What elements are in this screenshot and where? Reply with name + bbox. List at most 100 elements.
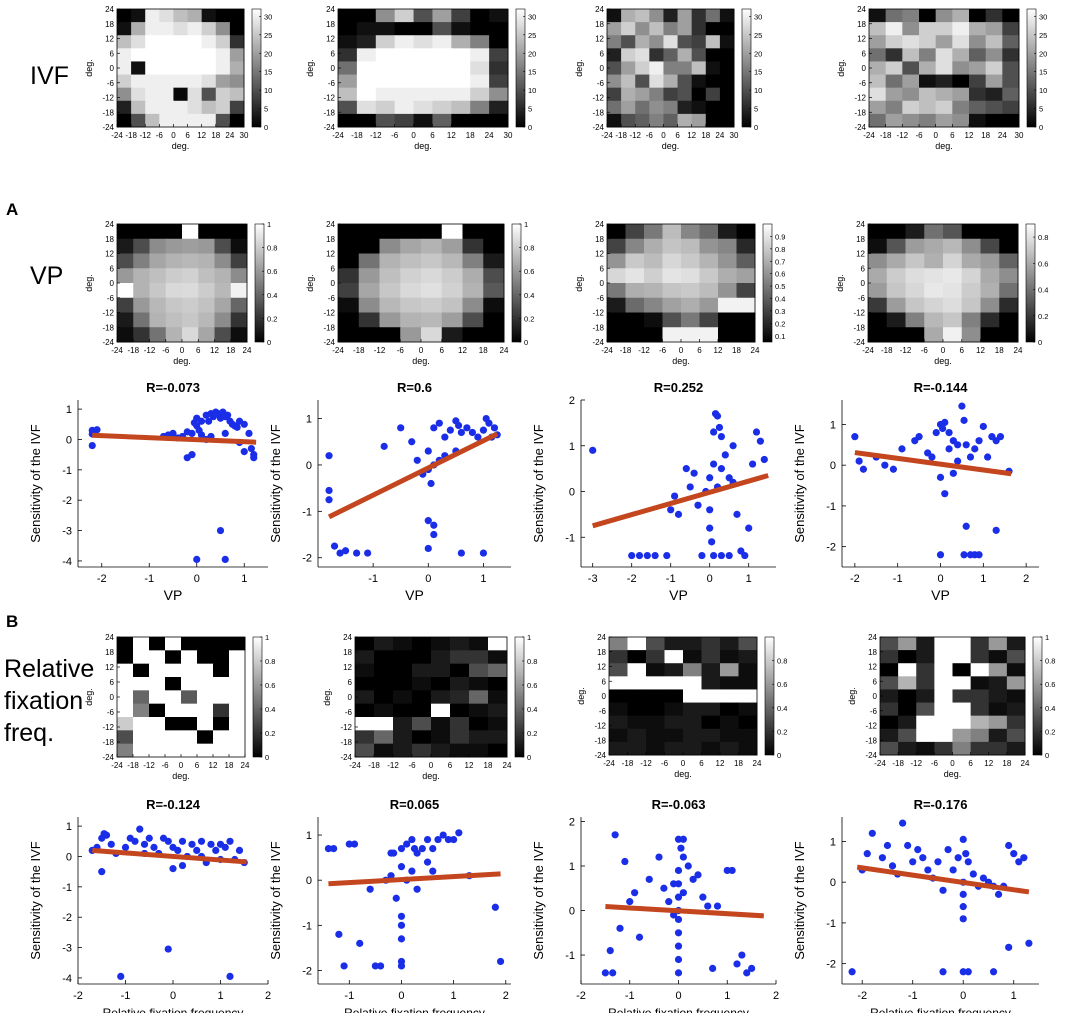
heatmap-cell [441,312,463,328]
data-point [989,968,998,976]
colorbar-tick-label: 0.8 [777,657,787,666]
heatmap-cell [173,48,189,62]
heatmap-cell [935,35,953,49]
heatmap-cell [635,9,650,23]
heatmap-cell [489,74,509,89]
heatmap-cell [691,74,707,89]
heatmap-xtick-label: 0 [681,759,686,768]
data-point [733,510,741,518]
heatmap-cell [198,238,215,254]
heatmap-cell [338,9,358,23]
data-point [455,421,463,430]
heatmap-xtick-label: 6 [950,131,955,140]
data-point [643,551,651,560]
heatmap-cell [952,22,970,36]
data-point [939,886,947,894]
heatmap-cell [358,297,380,313]
heatmap-cell [621,48,636,62]
heatmap-cell [1002,22,1020,36]
heatmap-cell [621,74,636,89]
heatmap-cell [431,703,451,718]
heatmap-cell [935,9,953,23]
heatmap-cell [182,283,199,299]
heatmap-cell [375,87,396,102]
heatmap-ytick-label: -6 [107,294,115,303]
heatmap-cell [201,48,217,62]
heatmap-cell [902,48,920,62]
heatmap-cell [952,74,970,89]
heatmap-cell [374,663,394,678]
data-point [589,446,597,454]
scatter-xtick-label: 2 [773,990,779,1002]
heatmap-cell [662,224,682,240]
heatmap-cell [627,702,647,717]
heatmap-cell [621,61,636,76]
heatmap-cell [413,113,433,128]
heatmap-xtick-label: 30 [730,131,739,140]
heatmap-cell [952,702,972,717]
heatmap-ytick-label: -24 [865,751,877,760]
data-point [878,854,887,862]
data-point [424,544,432,553]
heatmap-cell [952,100,970,115]
heatmap-cell [869,48,887,62]
heatmap-cell [736,238,756,254]
scatter-ytick-label: -2 [62,495,72,507]
data-point [164,945,172,953]
heatmap-cell [736,283,756,299]
heatmap-cell [1006,637,1026,651]
heatmap-cell [999,327,1019,343]
heatmap-ytick-label: 24 [595,5,604,14]
heatmap-xtick-label: 18 [701,131,710,140]
heatmap-cell [358,238,380,254]
heatmap-xtick-label: 6 [195,761,200,770]
heatmap-cell [607,100,622,115]
scatter-ytick-label: 1 [830,419,836,431]
heatmap-cell [961,297,981,313]
heatmap-cell [952,715,972,730]
scatter-ytick-label: 1 [66,821,72,833]
heatmap-xtick-label: -12 [629,131,641,140]
data-point [694,871,702,879]
heatmap-cell [229,100,245,115]
colorbar [1025,223,1036,343]
colorbar-tick-label: 0.2 [1038,312,1048,321]
data-point [325,496,333,504]
heatmap-cell [621,100,636,115]
heatmap-xtick-label: 18 [734,759,743,768]
heatmap-cell [462,283,484,299]
heatmap-cell [985,48,1003,62]
heatmap-cell [338,74,358,89]
heatmap-cell [663,35,679,49]
heatmap-cell [916,741,935,756]
heatmap-cell [885,61,903,76]
heatmap-cell [338,48,358,62]
heatmap-cell [133,703,150,718]
heatmap-cell [719,61,735,76]
data-point [686,483,694,491]
colorbar-tick-label: 15 [1039,68,1047,77]
heatmap-xtick-label: 24 [485,131,494,140]
heatmap-ytick-label: 24 [326,220,335,229]
heatmap-cell [919,22,937,36]
data-point [756,437,765,445]
heatmap-cell [885,9,903,23]
heatmap-cell [985,9,1003,23]
heatmap-cell [1002,100,1020,115]
data-point [679,889,687,897]
colorbar-tick-label: 0.6 [1038,259,1048,268]
heatmap-cell [607,283,626,299]
heatmap-cell [869,74,887,89]
heatmap-cell [432,113,452,128]
regression-line [592,473,769,529]
scatter-ylabel: Sensitivity of the IVF [792,841,807,960]
heatmap-cell [718,283,737,299]
data-point [729,442,737,450]
colorbar-tick-label: 0 [527,753,531,762]
heatmap-cell [451,113,471,128]
heatmap-cell [663,74,679,89]
heatmap-cell [215,74,231,89]
heatmap-cell [131,35,146,49]
heatmap-cell [165,283,183,299]
heatmap-cell [969,61,987,76]
